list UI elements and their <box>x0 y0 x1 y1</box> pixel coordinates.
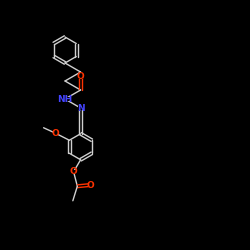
Bar <box>53 131 58 135</box>
Bar <box>78 74 83 78</box>
Bar <box>78 106 83 110</box>
Bar <box>71 170 76 174</box>
Text: O: O <box>52 129 60 138</box>
Text: O: O <box>86 180 94 190</box>
Text: O: O <box>77 72 84 81</box>
Bar <box>88 183 93 187</box>
Text: O: O <box>70 167 78 176</box>
Bar <box>62 97 68 101</box>
Text: NH: NH <box>58 94 72 104</box>
Text: N: N <box>77 104 84 112</box>
